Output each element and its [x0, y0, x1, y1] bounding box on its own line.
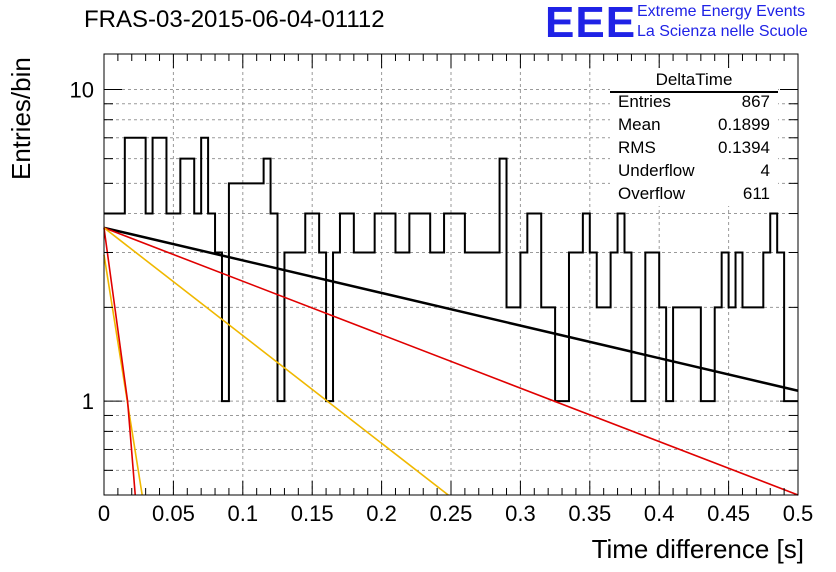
- x-tick-label: 0.1: [228, 501, 259, 526]
- fit-line: [103, 227, 137, 496]
- x-tick-label: 0.05: [152, 501, 195, 526]
- stats-divider: [610, 91, 778, 93]
- x-tick-label: 0.15: [291, 501, 334, 526]
- histogram-series: [104, 136, 798, 403]
- eee-logo-icon: EEE: [545, 0, 637, 47]
- stats-key: Underflow: [618, 161, 695, 180]
- stats-row-mean: Mean 0.1899: [618, 115, 770, 137]
- stats-row-underflow: Underflow 4: [618, 161, 770, 183]
- x-axis-label: Time difference [s]: [591, 534, 804, 564]
- x-tick-label: 0.35: [568, 501, 611, 526]
- x-tick-label: 0.4: [644, 501, 675, 526]
- fit-line: [103, 227, 799, 496]
- stats-key: Mean: [618, 115, 661, 134]
- stats-key: Entries: [618, 92, 671, 111]
- stats-value: 611: [742, 184, 770, 203]
- stats-row-entries: Entries 867: [618, 92, 770, 114]
- y-axis-label: Entries/bin: [6, 57, 36, 180]
- stats-box: DeltaTime Entries 867 Mean 0.1899 RMS 0.…: [610, 68, 778, 206]
- x-tick-label: 0.45: [707, 501, 750, 526]
- stats-value: 4: [760, 161, 770, 180]
- stats-row-overflow: Overflow 611: [618, 184, 770, 206]
- stats-row-rms: RMS 0.1394: [618, 138, 770, 160]
- stats-title: DeltaTime: [655, 70, 733, 89]
- x-tick-label: 0.25: [430, 501, 473, 526]
- chart-title: FRAS-03-2015-06-04-01112: [84, 6, 385, 33]
- x-tick-label: 0.3: [505, 501, 536, 526]
- stats-value: 0.1899: [718, 115, 770, 134]
- y-tick-label: 10: [70, 78, 94, 103]
- stats-key: RMS: [618, 138, 656, 157]
- y-tick-label: 1: [82, 389, 94, 414]
- fit-line: [103, 226, 799, 392]
- stats-value: 0.1394: [718, 138, 770, 157]
- logo-text-line2: La Scienza nelle Scuole: [637, 23, 808, 40]
- logo-text-line1: Extreme Energy Events: [637, 3, 806, 20]
- fit-line: [103, 254, 143, 496]
- x-tick-label: 0.5: [783, 501, 814, 526]
- stats-key: Overflow: [618, 184, 686, 203]
- x-tick-label: 0.2: [366, 501, 397, 526]
- stats-value: 867: [741, 92, 770, 111]
- x-tick-label: 0: [98, 501, 110, 526]
- fit-line: [103, 227, 449, 496]
